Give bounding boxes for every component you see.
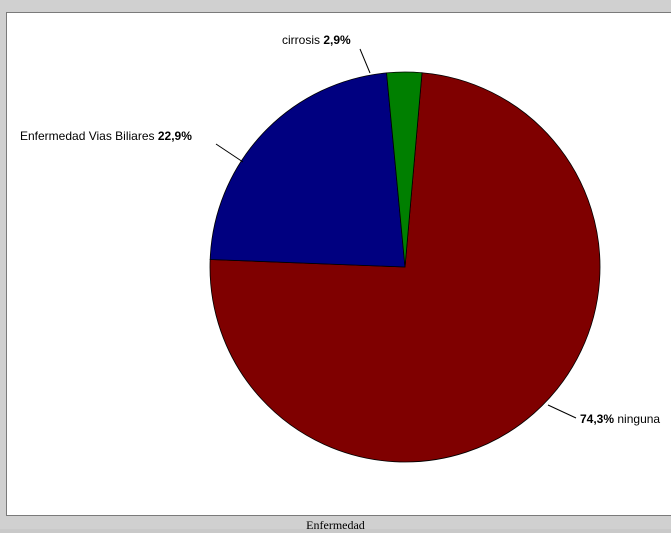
leader-line-0	[547, 404, 577, 419]
pie-slice-enfermedad-vias-biliares	[209, 72, 406, 268]
slice-label-0: 74,3% ninguna	[580, 412, 660, 426]
slice-label-name: cirrosis	[282, 33, 320, 47]
slice-label-percent: 2,9%	[323, 33, 351, 47]
leader-lines	[215, 48, 577, 419]
slice-label-name: ninguna	[617, 412, 660, 426]
leader-line-1	[215, 143, 244, 163]
slice-label-2: cirrosis 2,9%	[282, 33, 351, 47]
slice-label-percent: 22,9%	[158, 129, 192, 143]
pie-slice-cirrosis	[386, 71, 423, 268]
x-axis-title: Enfermedad	[306, 518, 365, 532]
leader-line-2	[359, 48, 371, 74]
slice-label-1: Enfermedad Vias Biliares 22,9%	[20, 129, 192, 143]
slice-label-name: Enfermedad Vias Biliares	[20, 129, 155, 143]
pie-slices	[209, 71, 601, 463]
slice-label-percent: 74,3%	[580, 412, 614, 426]
slice-labels: 74,3% ninguna Enfermedad Vias Biliares 22…	[20, 33, 660, 426]
